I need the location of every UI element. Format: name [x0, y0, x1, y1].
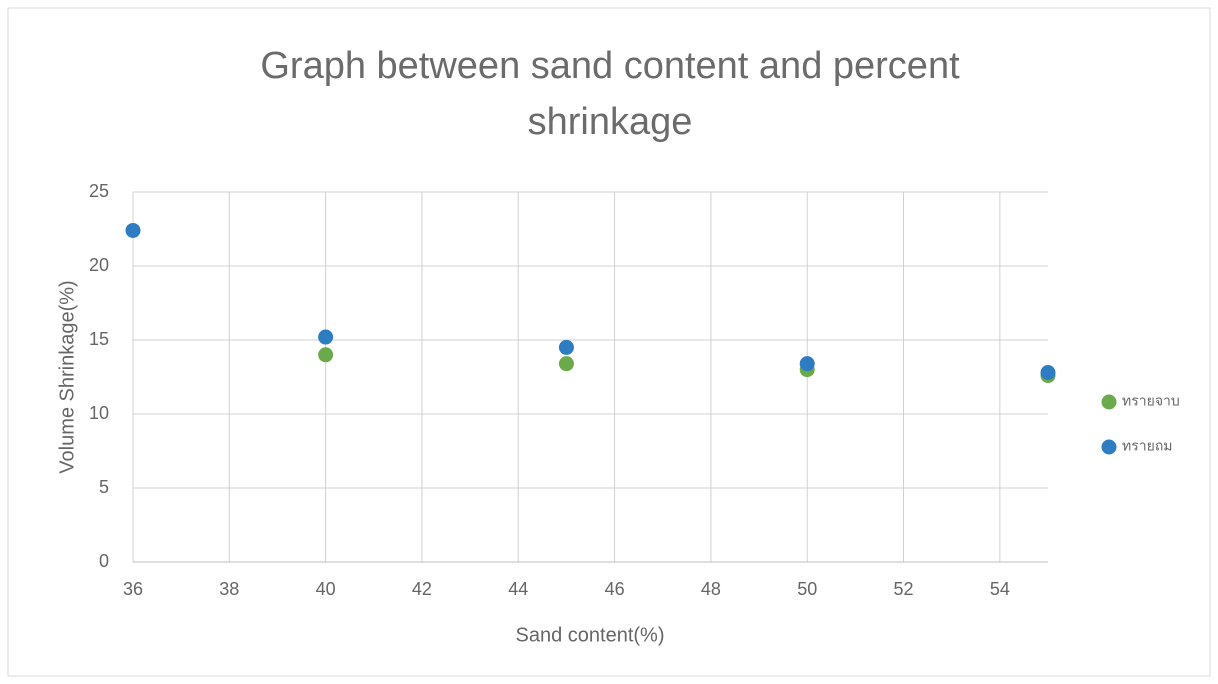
x-tick-label: 54 [990, 579, 1010, 599]
x-tick-label: 52 [894, 579, 914, 599]
y-tick-label: 20 [89, 255, 109, 275]
point [558, 356, 574, 372]
chart-border [7, 7, 1211, 677]
x-tick-label: 44 [508, 579, 528, 599]
y-tick-label: 25 [89, 181, 109, 201]
legend-label: ทรายจาบ [1122, 393, 1180, 409]
point [125, 222, 141, 238]
point [1040, 365, 1056, 381]
point [558, 339, 574, 355]
x-tick-label: 46 [605, 579, 625, 599]
y-tick-label: 15 [89, 329, 109, 349]
y-axis-label: Volume Shrinkage(%) [56, 280, 78, 473]
point [318, 329, 334, 345]
x-tick-label: 38 [219, 579, 239, 599]
legend-marker [1101, 439, 1117, 455]
x-tick-label: 48 [701, 579, 721, 599]
legend-label: ทรายถม [1122, 438, 1173, 454]
point [318, 347, 334, 363]
x-tick-label: 42 [412, 579, 432, 599]
x-tick-label: 36 [123, 579, 143, 599]
y-tick-label: 10 [89, 403, 109, 423]
y-tick-label: 0 [99, 551, 109, 571]
legend-marker [1101, 394, 1117, 410]
chart-title: Graph between sand content and percent s… [260, 45, 960, 143]
x-tick-label: 50 [797, 579, 817, 599]
x-tick-label: 40 [316, 579, 336, 599]
y-tick-label: 5 [99, 477, 109, 497]
x-axis-label: Sand content(%) [516, 624, 665, 646]
point [799, 356, 815, 372]
